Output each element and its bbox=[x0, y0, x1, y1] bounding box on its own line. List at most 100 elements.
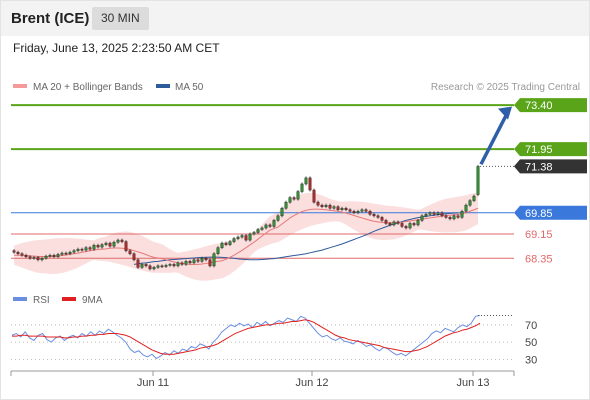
candle-body bbox=[28, 256, 32, 259]
resistance-level-tag bbox=[514, 142, 587, 157]
candle-body bbox=[16, 251, 20, 254]
candle-body bbox=[176, 262, 180, 267]
candle-body bbox=[72, 250, 76, 253]
candle-body bbox=[348, 209, 352, 212]
candle-body bbox=[196, 259, 200, 262]
rsi-line bbox=[11, 314, 481, 360]
candle-body bbox=[388, 223, 392, 226]
candle-body bbox=[416, 220, 420, 226]
support-level-label: 69.15 bbox=[525, 229, 553, 241]
candle-body bbox=[200, 258, 204, 262]
rsi-ma9-line bbox=[12, 319, 481, 355]
candle-body bbox=[184, 261, 188, 265]
candle-body bbox=[360, 209, 364, 212]
candle-body bbox=[248, 233, 252, 241]
candle-body bbox=[56, 254, 60, 258]
candle-body bbox=[428, 212, 432, 215]
candle-body bbox=[268, 224, 272, 227]
candle-body bbox=[100, 244, 104, 248]
ma9-legend-swatch bbox=[62, 297, 76, 301]
candle-body bbox=[364, 209, 368, 212]
candle-body bbox=[452, 215, 456, 220]
candle-body bbox=[156, 265, 160, 268]
chart-timestamp: Friday, June 13, 2025 2:23:50 AM CET bbox=[13, 41, 220, 55]
pivot-level-label: 69.85 bbox=[525, 208, 553, 220]
research-credit: Research © 2025 Trading Central bbox=[431, 82, 580, 93]
candle-body bbox=[468, 200, 472, 206]
candle-body bbox=[384, 220, 388, 224]
chart-legend: MA 20 + Bollinger Bands MA 50 Research ©… bbox=[13, 82, 580, 93]
forecast-arrow-head bbox=[498, 106, 512, 120]
candle-body bbox=[404, 226, 408, 229]
candle-body bbox=[292, 197, 296, 200]
candle-body bbox=[188, 261, 192, 264]
candle-body bbox=[64, 252, 68, 255]
candle-body bbox=[228, 241, 232, 245]
forecast-arrow-layer bbox=[479, 106, 512, 166]
candle-body bbox=[356, 211, 360, 214]
candle-body bbox=[60, 252, 64, 255]
candle-body bbox=[456, 215, 460, 218]
rsi-legend: RSI 9MA bbox=[13, 295, 103, 306]
candle-body bbox=[76, 248, 80, 251]
rsi-legend-label: RSI bbox=[33, 295, 50, 306]
rsi-tick-label: 50 bbox=[525, 337, 537, 349]
candle-body bbox=[352, 211, 356, 214]
candle-body bbox=[208, 259, 212, 267]
candle-body bbox=[144, 264, 148, 267]
candle-body bbox=[284, 201, 288, 209]
candle-body bbox=[368, 211, 372, 215]
candle-body bbox=[124, 241, 128, 251]
candle-body bbox=[108, 242, 112, 247]
forecast-arrow-shaft bbox=[479, 110, 510, 166]
ma50-line bbox=[133, 212, 459, 265]
pivot-level-tag bbox=[514, 205, 587, 220]
candle-body bbox=[12, 250, 16, 253]
time-tick-label: Jun 12 bbox=[295, 377, 328, 389]
candle-body bbox=[216, 247, 220, 254]
candle-body bbox=[120, 239, 124, 242]
candle-body bbox=[288, 197, 292, 203]
candle-body bbox=[88, 247, 92, 250]
candle-body bbox=[136, 259, 140, 268]
candle-body bbox=[328, 204, 332, 209]
candle-body bbox=[408, 223, 412, 229]
candle-body bbox=[48, 255, 52, 257]
candle-body bbox=[252, 232, 256, 235]
ma50-legend-swatch bbox=[156, 84, 170, 88]
candle-body bbox=[424, 214, 428, 217]
candle-body bbox=[164, 265, 168, 267]
candle-body bbox=[412, 223, 416, 226]
candle-body bbox=[440, 212, 444, 217]
candle-body bbox=[204, 258, 208, 261]
candle-body bbox=[40, 258, 44, 261]
candle-body bbox=[36, 257, 40, 261]
candle-body bbox=[276, 215, 280, 221]
candle-body bbox=[224, 242, 228, 245]
time-tick-label: Jun 11 bbox=[137, 377, 169, 389]
candle-body bbox=[436, 212, 440, 215]
candle-body bbox=[464, 204, 468, 212]
candle-body bbox=[260, 227, 264, 230]
candle-body bbox=[80, 248, 84, 251]
candle-body bbox=[300, 183, 304, 192]
candle-body bbox=[244, 235, 248, 241]
ma20-legend-swatch bbox=[13, 84, 27, 88]
last-price-level-tag bbox=[514, 159, 587, 174]
candle-body bbox=[116, 239, 120, 243]
candle-body bbox=[148, 265, 152, 270]
candle-body bbox=[132, 253, 136, 261]
time-tick-label: Jun 13 bbox=[456, 377, 489, 389]
timeframe-button[interactable]: 30 MIN bbox=[92, 7, 149, 30]
candle-body bbox=[192, 259, 196, 264]
candle-body bbox=[448, 217, 452, 220]
candle-body bbox=[316, 201, 320, 206]
candle-body bbox=[256, 229, 260, 233]
support-level-label: 68.35 bbox=[525, 253, 553, 265]
candle-body bbox=[344, 207, 348, 211]
candle-body bbox=[240, 235, 244, 238]
ma50-legend-label: MA 50 bbox=[175, 82, 204, 93]
candle-body bbox=[332, 206, 336, 209]
candle-body bbox=[372, 214, 376, 217]
